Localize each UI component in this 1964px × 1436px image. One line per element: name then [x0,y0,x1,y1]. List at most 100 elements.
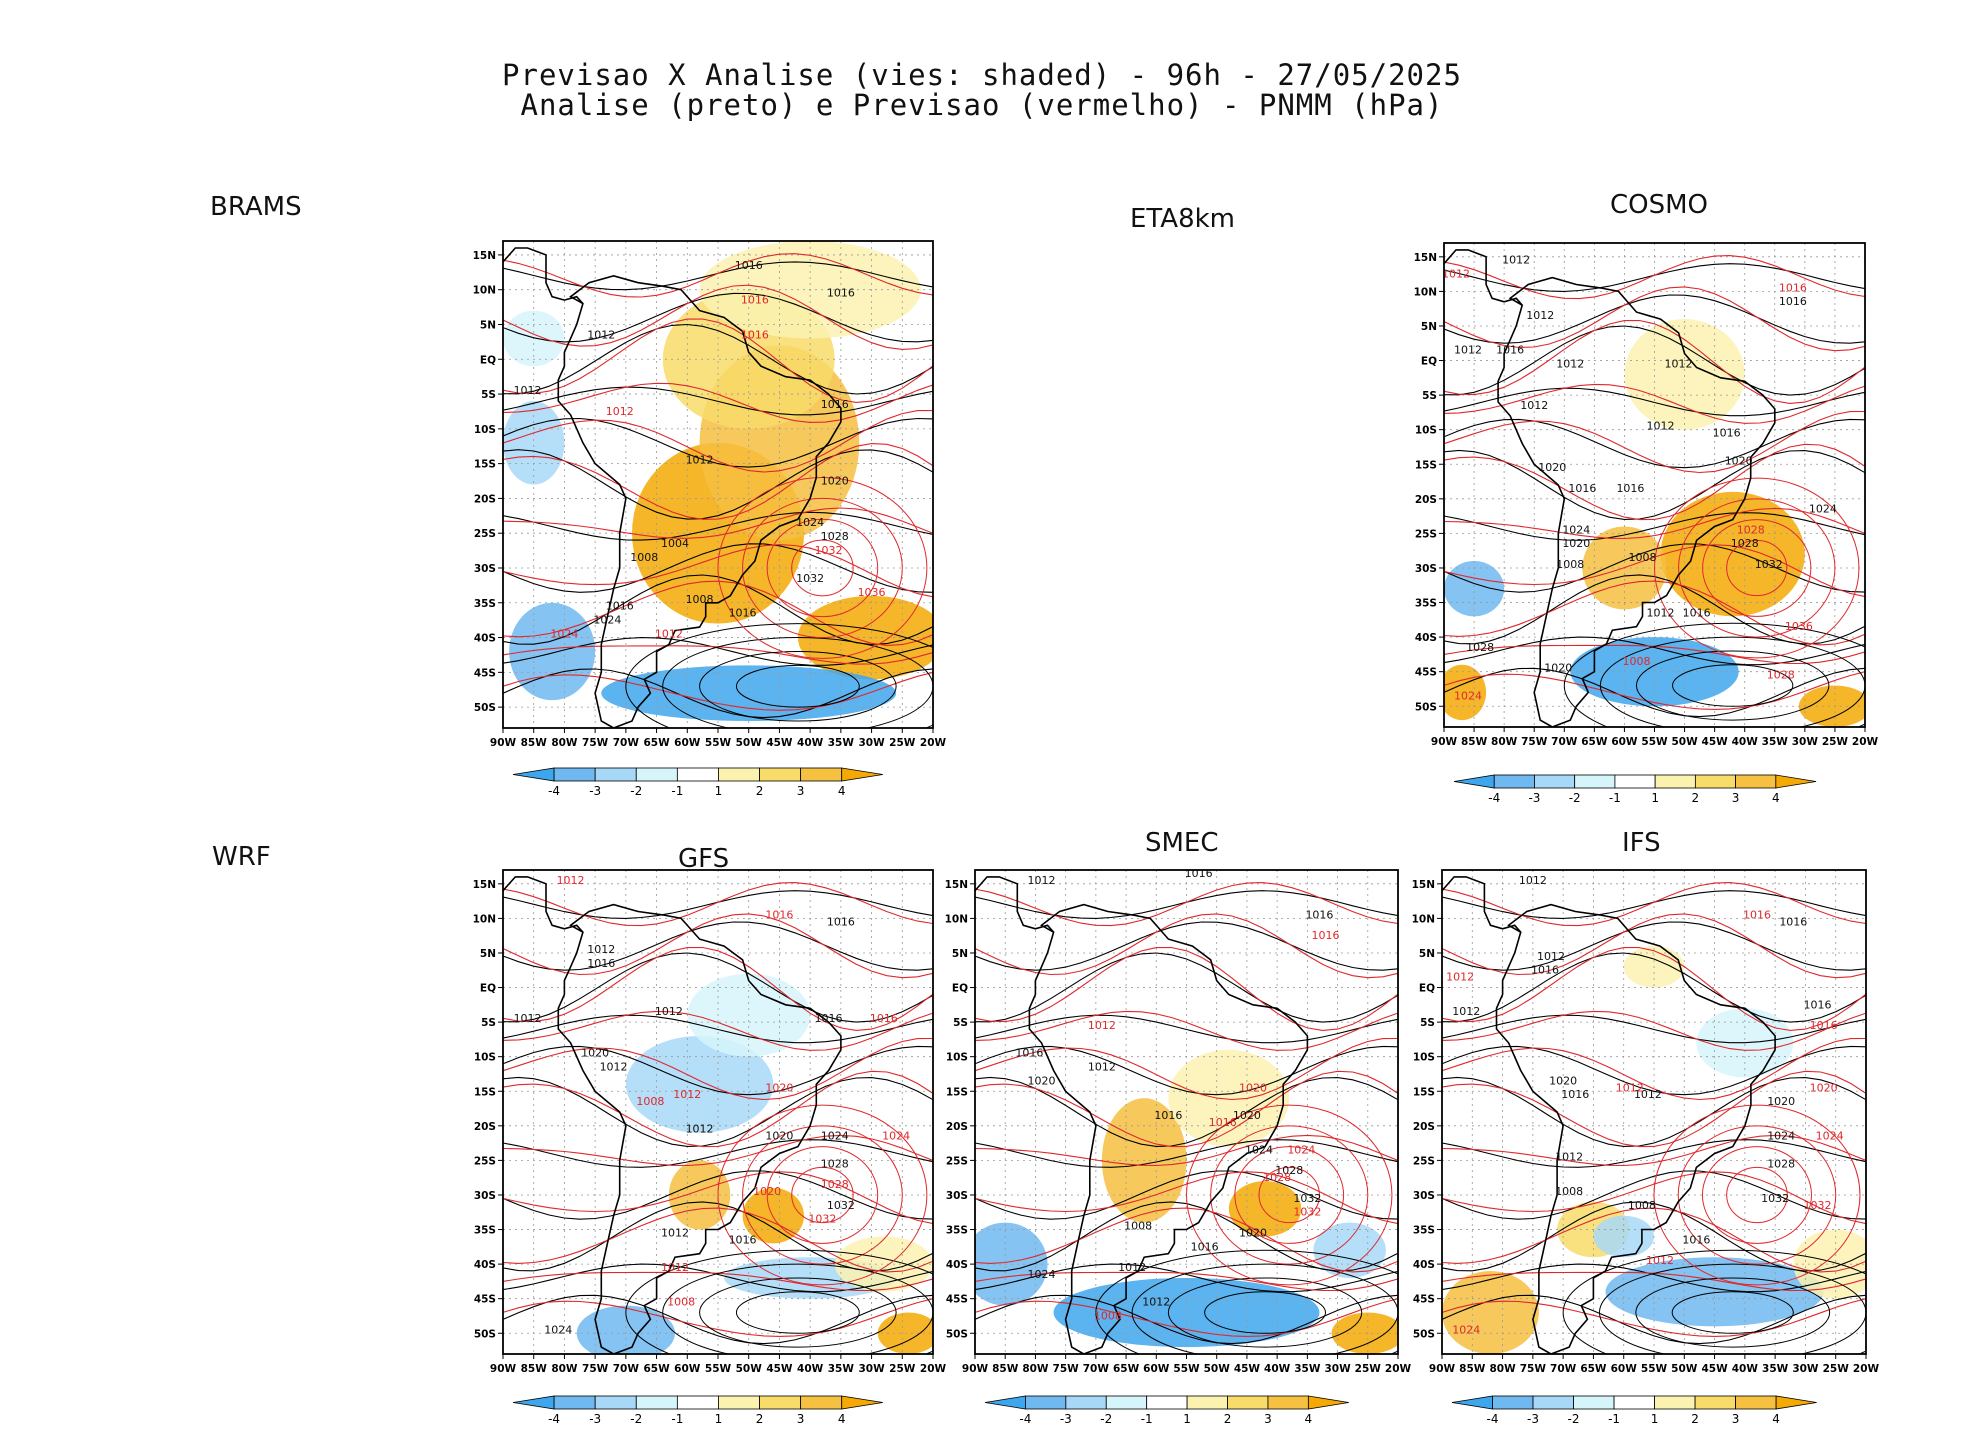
y-tick-label: 20S [946,1121,968,1133]
colorbar-cell-neg2 [594,767,637,782]
colorbar-tick-label: 4 [1772,791,1780,805]
x-tick-label: 75W [1520,1363,1547,1375]
x-tick-label: 75W [582,1363,609,1375]
colorbar-cell-pos2 [1694,774,1737,789]
analysis-isobar-label: 1024 [593,614,621,627]
analysis-isobar-label: 1020 [1544,662,1572,675]
forecast-isobar-label: 1020 [753,1185,781,1198]
y-tick-label: 20S [474,493,496,505]
y-tick-label: 10N [473,913,496,925]
panel-content-gfs: 1016101210161012101210161020101210121020… [503,870,933,1354]
y-tick-label: 30S [474,563,496,575]
colorbar-tick-label: -3 [1060,1412,1072,1426]
y-tick-label: 25S [474,1155,496,1167]
colorbar-tick-label: -3 [589,1412,601,1426]
colorbar-ifs: -4 -3 -2 -1 1 2 3 4 [1451,1395,1817,1426]
analysis-isobar-label: 1032 [796,572,824,585]
colorbar-cell-pos2 [1694,1395,1737,1410]
x-tick-label: 50W [736,737,763,749]
colorbar-tick-label: 1 [1183,1412,1191,1426]
x-tick-label: 30W [858,1363,885,1375]
colorbar-cell-pos3 [800,767,843,782]
analysis-low-isobar [699,1277,897,1348]
x-tick-label: 70W [613,737,640,749]
forecast-isobar [1442,1207,1866,1273]
analysis-isobar-label: 1016 [587,957,615,970]
forecast-isobar-label: 1016 [1311,929,1339,942]
analysis-isobar-label: 1016 [1015,1047,1043,1060]
x-tick-label: 30W [858,737,885,749]
coastline-central-america [503,876,584,933]
colorbar-cell-neg4 [984,1395,1026,1410]
y-tick-label: 5N [480,319,496,331]
analysis-isobar [503,511,933,541]
analysis-isobar-label: 1020 [1725,454,1753,467]
forecast-high-isobar [1701,1146,1812,1244]
y-tick-label: 5S [481,389,496,401]
colorbar-cell-neutral [676,1395,719,1410]
analysis-isobar-label: 1012 [1452,1005,1480,1018]
analysis-isobar-label: 1012 [1520,399,1548,412]
analysis-isobar-label: 1020 [821,475,849,488]
forecast-isobar [1442,913,1866,979]
x-tick-label: 90W [490,737,517,749]
forecast-isobar [503,1171,933,1225]
bias-shading-cosmo-5 [1798,685,1865,727]
y-tick-label: 40S [1413,1259,1435,1271]
bias-shading-ifs-3 [1793,1229,1866,1299]
colorbar-cell-pos3 [1735,774,1777,789]
analysis-isobar-label: 1016 [1779,295,1807,308]
forecast-high-isobar [742,1125,903,1265]
y-tick-label: 15S [474,1086,496,1098]
x-tick-label: 45W [1701,1363,1728,1375]
forecast-isobar-label: 1028 [1263,1171,1291,1184]
y-tick-label: 10S [1413,1052,1435,1064]
colorbar-tick-label: 3 [797,784,805,798]
analysis-isobar-label: 1016 [1191,1240,1219,1253]
analysis-isobar-label: 1024 [1245,1143,1273,1156]
analysis-isobar [975,1139,1398,1168]
analysis-isobar-label: 1028 [1275,1164,1303,1177]
analysis-isobar [1442,1294,1866,1345]
forecast-isobar [975,913,1398,979]
analysis-isobar-label: 1028 [821,1157,849,1170]
y-tick-label: 5S [1420,1017,1435,1029]
colorbar-cell-neg4 [512,1395,555,1410]
forecast-isobar [975,1298,1398,1337]
forecast-isobar [503,580,933,646]
colorbar-brams: -4 -3 -2 -1 1 2 3 4 [512,767,883,798]
analysis-isobar [1442,921,1866,971]
x-tick-label: 50W [1671,1363,1698,1375]
x-tick-label: 35W [1762,1363,1789,1375]
forecast-isobar-label: 1032 [1804,1199,1832,1212]
y-tick-label: 35S [474,598,496,610]
forecast-isobar [975,1010,1398,1051]
colorbar-cell-neutral [676,767,719,782]
forecast-isobar [503,1010,933,1051]
analysis-isobar-label: 1032 [1293,1192,1321,1205]
x-tick-label: 80W [1489,1363,1516,1375]
colorbar-cosmo: -4 -3 -2 -1 1 2 3 4 [1453,774,1817,805]
analysis-isobar-label: 1012 [661,1226,689,1239]
colorbar-tick-label: 2 [1691,1412,1699,1426]
colorbar-tick-label: -2 [630,784,642,798]
bias-shading-smec-6 [1331,1312,1398,1354]
analysis-isobar [503,1170,933,1220]
x-tick-label: 20W [1385,1363,1412,1375]
analysis-isobar [1444,418,1865,469]
forecast-isobar-label: 1024 [1454,689,1482,702]
colorbar-cell-neg4 [1453,774,1495,789]
panel-content-cosmo: 1012 1016 1012 1012 1016 1012 1012 1012 1012 1016… [1444,243,1865,727]
analysis-isobar [975,1076,1398,1147]
y-tick-label: 45S [474,1294,496,1306]
analysis-isobar-label: 1020 [1027,1074,1055,1087]
analysis-isobar-label: 1016 [729,1233,757,1246]
colorbar-cell-neg1 [1105,1395,1148,1410]
analysis-isobar-label: 1016 [1305,908,1333,921]
forecast-isobar [503,671,933,711]
forecast-isobar-label: 1024 [1287,1143,1315,1156]
colorbar-tick-label: -1 [1141,1412,1153,1426]
colorbar-tick-label: 2 [1692,791,1700,805]
colorbar-tick-label: -1 [671,784,683,798]
x-tick-label: 40W [797,1363,824,1375]
